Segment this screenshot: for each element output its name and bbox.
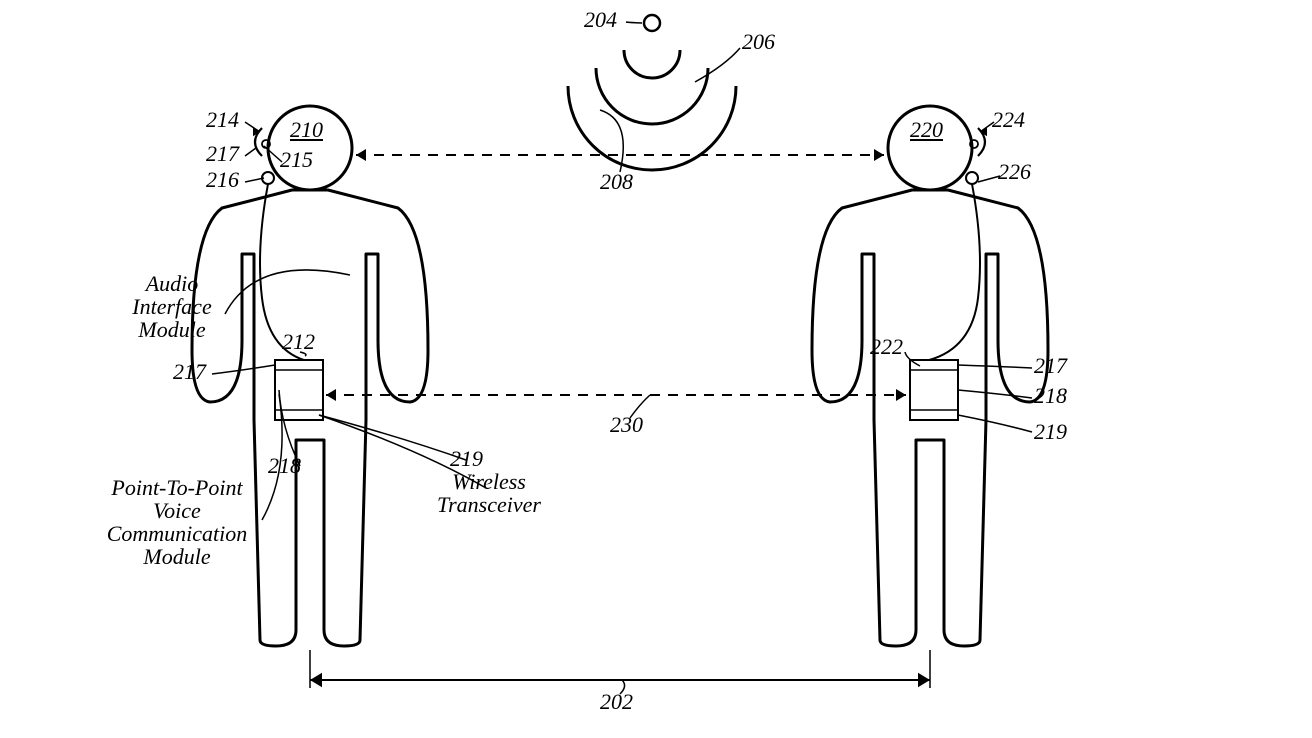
label-219-left: 219 [450,447,483,470]
label-226: 226 [998,160,1031,183]
label-216: 216 [206,168,239,191]
label-224: 224 [992,108,1025,131]
label-206: 206 [742,30,775,53]
label-219-right: 219 [1034,420,1067,443]
label-230: 230 [610,413,643,436]
label-214: 214 [206,108,239,131]
label-210: 210 [290,118,323,141]
label-208: 208 [600,170,633,193]
diagram-canvas: 204 206 208 210 220 214 215 217 216 224 … [0,0,1312,738]
label-217-left-ear: 217 [206,142,239,165]
label-217-right-dev: 217 [1034,354,1067,377]
label-215: 215 [280,148,313,171]
label-audio-interface-module: AudioInterfaceModule [117,272,227,341]
label-204: 204 [584,8,617,31]
label-220: 220 [910,118,943,141]
label-222: 222 [870,335,903,358]
label-212: 212 [282,330,315,353]
label-217-left-dev: 217 [173,360,206,383]
label-wireless-transceiver: WirelessTransceiver [419,470,559,516]
label-p2p-module: Point-To-PointVoiceCommunicationModule [87,476,267,568]
label-218-right: 218 [1034,384,1067,407]
label-218-left: 218 [268,454,301,477]
label-202: 202 [600,690,633,713]
